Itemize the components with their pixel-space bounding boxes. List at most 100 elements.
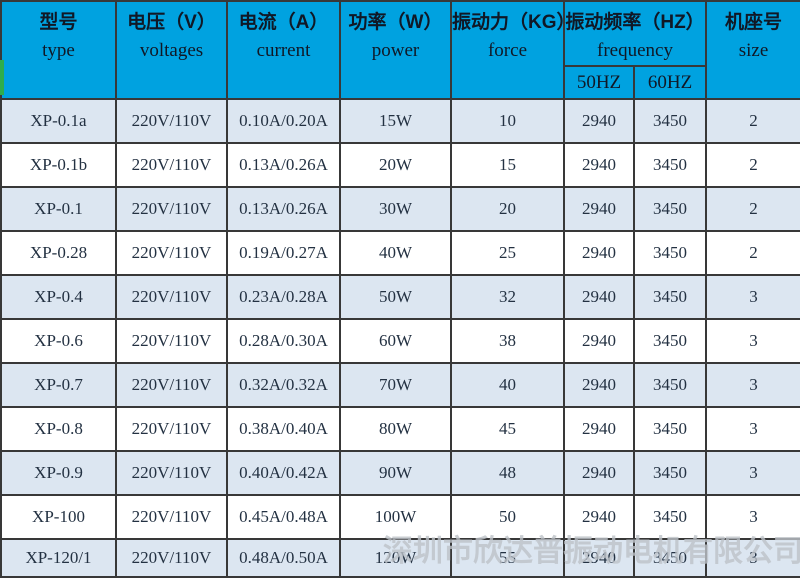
table-cell: 30W — [339, 186, 452, 232]
table-cell: 2 — [705, 230, 800, 276]
table-cell: 60W — [339, 318, 452, 364]
table-cell: 220V/110V — [115, 142, 228, 188]
table-cell: 15 — [450, 142, 565, 188]
table-row: XP-0.28 220V/110V 0.19A/0.27A 40W 25 2940 3450… — [0, 230, 800, 276]
table-cell: XP-0.9 — [0, 450, 117, 496]
header-60hz: 60HZ — [632, 65, 708, 100]
header-frequency-en: frequency — [597, 40, 673, 61]
table-cell: 2940 — [563, 230, 635, 276]
header-voltage-zh: 电压（V） — [127, 12, 216, 33]
header-force-zh: 振动力（KG） — [452, 12, 564, 33]
table-cell: 220V/110V — [115, 494, 228, 540]
table-cell: 3450 — [632, 406, 708, 452]
table-cell: 2940 — [563, 186, 635, 232]
table-cell: 55 — [450, 538, 565, 578]
table-cell: 0.40A/0.42A — [226, 450, 341, 496]
table-cell: 220V/110V — [115, 186, 228, 232]
table-body: XP-0.1a 220V/110V 0.10A/0.20A 15W 10 2940 3450… — [0, 98, 800, 578]
table-cell: 2940 — [563, 406, 635, 452]
header-current-zh: 电流（A） — [238, 12, 329, 33]
table-cell: 3450 — [632, 186, 708, 232]
table-cell: 3450 — [632, 318, 708, 364]
header-type-en: type — [42, 40, 75, 61]
header-frequency: 振动频率（HZ） frequency — [562, 0, 708, 67]
table-cell: XP-0.1a — [0, 98, 117, 144]
table-cell: 2940 — [563, 450, 635, 496]
table-cell: 0.13A/0.26A — [226, 142, 341, 188]
table-cell: 2940 — [563, 318, 635, 364]
header-type: 型号 type — [0, 0, 117, 100]
table-cell: 3450 — [632, 494, 708, 540]
table-cell: 3450 — [632, 230, 708, 276]
table-cell: 3450 — [632, 98, 708, 144]
table-cell: 40W — [339, 230, 452, 276]
header-type-zh: 型号 — [39, 12, 78, 33]
header-size-zh: 机座号 — [725, 12, 783, 33]
header-frequency-zh: 振动频率（HZ） — [565, 12, 705, 33]
table-cell: 0.13A/0.26A — [226, 186, 341, 232]
table-cell: XP-0.6 — [0, 318, 117, 364]
table-cell: 48 — [450, 450, 565, 496]
table-cell: 0.48A/0.50A — [226, 538, 341, 578]
table-cell: 220V/110V — [115, 274, 228, 320]
table-cell: XP-0.7 — [0, 362, 117, 408]
table-cell: 3450 — [632, 362, 708, 408]
table-cell: 0.32A/0.32A — [226, 362, 341, 408]
table-cell: 220V/110V — [115, 230, 228, 276]
table-cell: 50W — [339, 274, 452, 320]
table-cell: 10 — [450, 98, 565, 144]
table-cell: 90W — [339, 450, 452, 496]
table-cell: XP-100 — [0, 494, 117, 540]
table-row: XP-0.6 220V/110V 0.28A/0.30A 60W 38 2940 3450 3 — [0, 318, 800, 364]
table-cell: 220V/110V — [115, 318, 228, 364]
header-current-en: current — [256, 40, 311, 61]
table-row: XP-0.1 220V/110V 0.13A/0.26A 30W 20 2940 3450 2 — [0, 186, 800, 232]
table-row: XP-0.9 220V/110V 0.40A/0.42A 90W 48 2940 3450 3 — [0, 450, 800, 496]
table-cell: 20 — [450, 186, 565, 232]
table-cell: 50 — [450, 494, 565, 540]
table-cell: 2940 — [563, 142, 635, 188]
table-cell: 3 — [705, 538, 800, 578]
header-50hz-label: 50HZ — [576, 71, 622, 93]
table-cell: 2940 — [563, 274, 635, 320]
table-cell: XP-0.8 — [0, 406, 117, 452]
table-cell: 0.28A/0.30A — [226, 318, 341, 364]
header-power: 功率（W） power — [339, 0, 452, 100]
green-edge-mark — [0, 60, 4, 95]
table-cell: 3450 — [632, 538, 708, 578]
header-current: 电流（A） current — [226, 0, 341, 100]
header-50hz: 50HZ — [563, 65, 635, 100]
table-cell: 220V/110V — [115, 362, 228, 408]
table-cell: 32 — [450, 274, 565, 320]
header-size-en: size — [738, 40, 769, 61]
table-cell: 2 — [705, 142, 800, 188]
table-cell: 0.45A/0.48A — [226, 494, 341, 540]
header-power-zh: 功率（W） — [348, 12, 443, 33]
table-cell: 45 — [450, 406, 565, 452]
table-cell: 0.19A/0.27A — [226, 230, 341, 276]
table-cell: 220V/110V — [115, 450, 228, 496]
table-cell: 3450 — [632, 274, 708, 320]
table-cell: 3 — [705, 450, 800, 496]
table-cell: 3 — [705, 406, 800, 452]
table-cell: XP-0.1 — [0, 186, 117, 232]
table-header: 型号 type 电压（V） voltages 电流（A） current 功率（… — [0, 0, 800, 100]
table-cell: 2940 — [563, 494, 635, 540]
header-voltage: 电压（V） voltages — [115, 0, 228, 100]
table-cell: 2 — [705, 186, 800, 232]
table-cell: 2940 — [563, 538, 635, 578]
table-cell: 2940 — [563, 98, 635, 144]
table-cell: 220V/110V — [115, 98, 228, 144]
table-cell: 2 — [705, 98, 800, 144]
table-cell: 25 — [450, 230, 565, 276]
table-cell: 3 — [705, 494, 800, 540]
table-cell: 70W — [339, 362, 452, 408]
table-row: XP-120/1 220V/110V 0.48A/0.50A 120W 55 2940 34… — [0, 538, 800, 578]
table-cell: 40 — [450, 362, 565, 408]
table-cell: 100W — [339, 494, 452, 540]
table-cell: 3 — [705, 274, 800, 320]
table-cell: XP-120/1 — [0, 538, 117, 578]
table-cell: 3 — [705, 362, 800, 408]
table-row: XP-0.1a 220V/110V 0.10A/0.20A 15W 10 2940 3450… — [0, 98, 800, 144]
